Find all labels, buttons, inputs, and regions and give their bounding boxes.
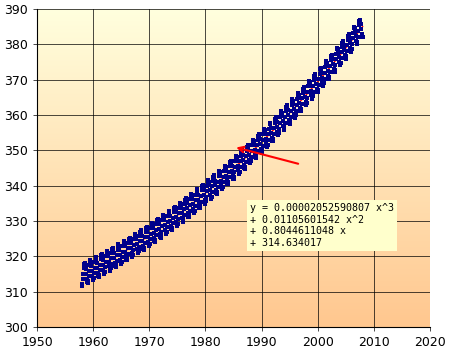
Text: y = 0.00002052590807 x^3
+ 0.01105601542 x^2
+ 0.8044611048 x
+ 314.634017: y = 0.00002052590807 x^3 + 0.01105601542… bbox=[250, 203, 394, 248]
